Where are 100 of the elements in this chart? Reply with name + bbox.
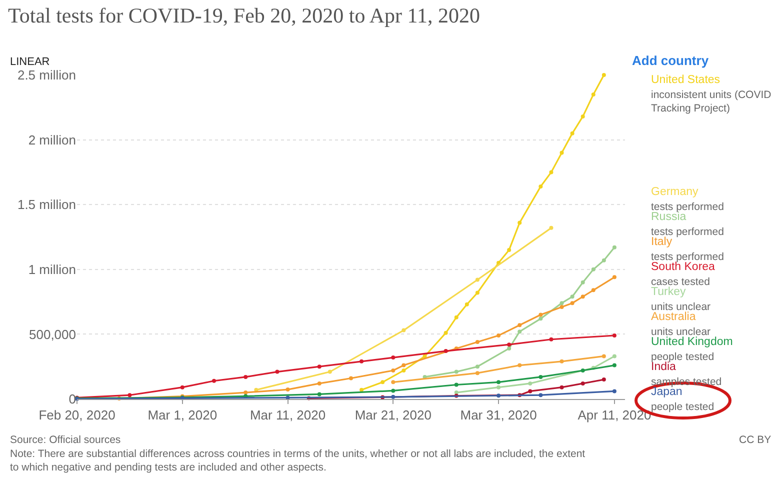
point [275,370,280,374]
point [560,304,564,309]
point [538,393,543,398]
point [286,388,290,392]
text: India [651,361,677,373]
text: cases tested [651,276,710,288]
text: Japan [651,386,682,398]
point [360,359,364,364]
point [580,280,585,284]
text: units unclear [651,301,712,313]
source-note: Source: Official sources [10,434,121,446]
point [612,389,616,394]
point [612,354,616,358]
point [612,275,616,280]
text: LINEAR [10,56,50,68]
point [538,374,543,379]
text: Note: There are substantial differences across countries in terms of the units, whether or not all labs are included, the extent to which negative and pending tests are included and other aspects. [10,448,586,474]
point [602,73,606,77]
text: Germany [651,186,699,198]
point [464,302,469,306]
point [402,368,406,372]
point [391,356,396,360]
point [444,349,448,354]
point [570,131,574,136]
point [549,170,554,174]
point [570,301,574,306]
point [317,392,322,396]
point [496,380,501,384]
point [380,380,385,384]
point [360,388,364,392]
point [475,278,480,282]
text: Italy [651,236,672,248]
point [391,368,396,372]
text: tests performed [651,201,724,213]
point [507,342,512,347]
point [538,316,543,321]
point [612,245,616,250]
point [518,220,522,225]
point [528,381,532,386]
point [391,394,396,399]
point [496,385,501,390]
text: Add country [632,53,710,68]
point [580,114,585,118]
point [560,150,564,155]
text: Australia [651,311,696,323]
point [454,382,458,387]
text: CC BY [739,434,772,446]
point [549,226,554,230]
x-tick-label: Mar 31, 2020 [460,408,537,423]
point [560,301,564,306]
point [244,390,248,395]
point [612,334,616,338]
point [212,378,216,383]
point [244,374,248,379]
point [454,315,458,320]
point [496,394,501,398]
point [328,370,332,374]
point [496,334,501,338]
point [349,376,353,380]
y-tick-label: 1.5 million [17,197,76,212]
point [560,385,564,390]
point [580,294,585,299]
point [591,288,596,292]
text: South Korea [651,261,716,273]
chart-title: Total tests for COVID-19, Feb 20, 2020 to Apr 11, 2020 [8,4,480,28]
text: United Kingdom [651,336,733,348]
point [391,388,396,393]
point [518,363,522,368]
point [602,258,606,262]
text: United States [651,74,720,86]
point [602,354,606,358]
point [507,248,512,252]
point [591,267,596,272]
text: tests performed [651,251,724,263]
text: inconsistent units (COVID Tracking Project) [651,89,772,115]
point [580,381,585,386]
point [317,381,322,386]
point [391,380,396,384]
y-tick-label: 0 [68,392,76,407]
point [317,364,322,369]
point [402,328,406,332]
point [612,363,616,368]
point [580,368,585,372]
point [528,389,532,394]
point [128,393,132,398]
y-tick-label: 500,000 [29,326,76,342]
point [507,346,512,350]
text: people tested [651,351,714,363]
point [549,337,554,342]
x-tick-label: Mar 21, 2020 [354,408,432,423]
point [538,184,543,188]
point [475,340,480,344]
x-tick-label: Feb 20, 2020 [38,408,116,423]
point [180,385,184,390]
point [560,359,564,364]
point [444,330,448,335]
point [454,370,458,374]
point [602,378,606,382]
x-tick-label: Mar 11, 2020 [250,408,326,423]
point [454,390,458,395]
